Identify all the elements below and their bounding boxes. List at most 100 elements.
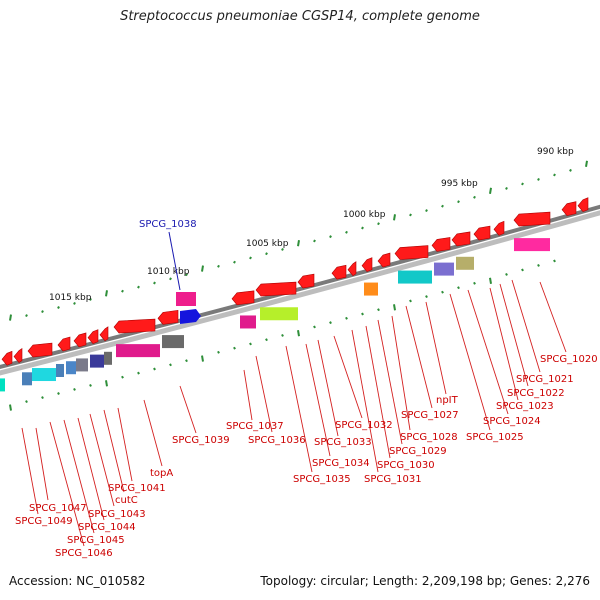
gene-label-spcg-1037[interactable]: SPCG_1037 — [226, 421, 284, 432]
annotation-box — [260, 307, 298, 321]
gene-label-spcg-1033[interactable]: SPCG_1033 — [314, 437, 372, 448]
tick-inner — [153, 367, 156, 371]
tick-outer — [553, 173, 556, 177]
annotation-box — [56, 363, 64, 377]
leader-line — [405, 305, 433, 409]
tick-outer — [313, 239, 316, 243]
tick-inner — [281, 334, 284, 337]
gene-label-spcg-1030[interactable]: SPCG_1030 — [377, 460, 435, 471]
gene-label-spcg-1043[interactable]: SPCG_1043 — [88, 509, 146, 520]
tick-inner — [377, 308, 380, 312]
cds-arrow-forward — [561, 201, 577, 216]
leader-line — [425, 301, 447, 395]
gene-label-spcg-1020[interactable]: SPCG_1020 — [540, 354, 598, 365]
tick-inner — [73, 388, 76, 391]
tick-inner — [265, 338, 268, 342]
gene-label-spcg-1035[interactable]: SPCG_1035 — [293, 474, 351, 485]
cds-arrow-forward — [57, 336, 71, 352]
cds-arrow-forward — [1, 350, 13, 366]
tick-inner — [233, 346, 236, 350]
tick-inner — [473, 281, 476, 285]
gene-label-spcg-1036[interactable]: SPCG_1036 — [248, 435, 306, 446]
annotation-box — [22, 372, 32, 386]
gene-label-cutc[interactable]: cutC — [115, 495, 138, 506]
gene-label-spcg-1045[interactable]: SPCG_1045 — [67, 535, 125, 546]
tick-inner — [185, 359, 188, 363]
tick-outer — [473, 195, 476, 199]
tick-inner — [249, 342, 252, 346]
gene-label-spcg-1027[interactable]: SPCG_1027 — [401, 410, 459, 421]
annotation-box — [364, 282, 378, 296]
leader-line — [143, 399, 163, 467]
gene-label-spcg-1031[interactable]: SPCG_1031 — [364, 474, 422, 485]
cds-arrow-forward — [431, 237, 451, 252]
map-title: Streptococcus pneumoniae CGSP14, complet… — [120, 9, 480, 24]
cds-arrow-forward — [473, 225, 491, 241]
gene-label-spcg-1034[interactable]: SPCG_1034 — [312, 458, 370, 469]
annotation-box — [32, 368, 56, 382]
gene-label-spcg-1032[interactable]: SPCG_1032 — [335, 420, 393, 431]
gene-label-spcg-1047[interactable]: SPCG_1047 — [29, 503, 87, 514]
tick-outer — [297, 240, 300, 247]
annotation-box — [116, 344, 160, 358]
tick-outer — [25, 314, 28, 317]
scale-label-1000: 1000 kbp — [343, 210, 386, 220]
tick-outer — [89, 297, 92, 301]
gene-label-spcg-1044[interactable]: SPCG_1044 — [78, 522, 136, 533]
tick-outer — [505, 186, 508, 190]
tick-outer — [137, 285, 140, 289]
leader-line — [489, 287, 519, 401]
gene-label-spcg-1022[interactable]: SPCG_1022 — [507, 388, 565, 399]
leader-line — [499, 283, 529, 387]
gene-labels: SPCG_1020 SPCG_1021 SPCG_1022 SPCG_1023 … — [15, 354, 598, 559]
leader-line — [179, 385, 197, 434]
tick-outer — [169, 277, 172, 281]
tick-outer — [41, 310, 44, 313]
tick-inner — [41, 396, 44, 399]
cds-arrow-forward — [493, 220, 505, 236]
gene-label-spcg-1028[interactable]: SPCG_1028 — [400, 432, 458, 443]
tick-outer — [489, 187, 492, 195]
gene-label-spcg-1039[interactable]: SPCG_1039 — [172, 435, 230, 446]
cds-arrow-forward — [394, 245, 429, 260]
tick-outer — [249, 256, 252, 260]
tick-outer — [377, 222, 380, 226]
gene-label-spcg-1025[interactable]: SPCG_1025 — [466, 432, 524, 443]
cds-arrow-forward — [451, 231, 471, 247]
gene-arrow-spcg-1038[interactable] — [180, 309, 201, 324]
leader-line — [21, 427, 39, 515]
gene-box-spcg-1038-annot[interactable] — [176, 292, 196, 306]
tick-outer — [521, 182, 524, 186]
gene-label-spcg-1046[interactable]: SPCG_1046 — [55, 548, 113, 559]
leader-line — [49, 421, 85, 547]
tick-outer — [217, 264, 220, 268]
annotation-box — [240, 315, 256, 329]
tick-inner — [409, 299, 412, 303]
gene-label-topa[interactable]: topA — [150, 468, 173, 479]
cds-arrow-forward — [577, 197, 589, 213]
tick-outer — [73, 302, 76, 305]
gene-label-spcg-1041[interactable]: SPCG_1041 — [108, 483, 166, 494]
gene-label-spcg-1049[interactable]: SPCG_1049 — [15, 516, 73, 527]
leader-line — [35, 427, 49, 501]
gene-label-npit[interactable]: npIT — [436, 395, 459, 406]
tick-inner — [329, 321, 332, 325]
annotation-box — [434, 262, 454, 276]
tick-outer — [153, 281, 156, 285]
tick-outer — [457, 200, 460, 204]
annotation-box — [398, 270, 432, 284]
gene-label-spcg-1038[interactable]: SPCG_1038 — [139, 219, 197, 230]
gene-label-spcg-1023[interactable]: SPCG_1023 — [496, 401, 554, 412]
annotation-box — [0, 378, 5, 392]
leader-line — [255, 355, 273, 433]
cds-arrow-forward — [297, 273, 315, 289]
gene-label-spcg-1029[interactable]: SPCG_1029 — [389, 446, 447, 457]
leader-line — [467, 289, 509, 415]
gene-label-spcg-1024[interactable]: SPCG_1024 — [483, 416, 541, 427]
tick-inner — [521, 268, 524, 272]
cds-arrow-forward — [73, 332, 87, 348]
leader-line — [89, 413, 115, 507]
tick-inner — [489, 277, 492, 285]
tick-outer — [265, 252, 268, 256]
gene-label-spcg-1021[interactable]: SPCG_1021 — [516, 374, 574, 385]
